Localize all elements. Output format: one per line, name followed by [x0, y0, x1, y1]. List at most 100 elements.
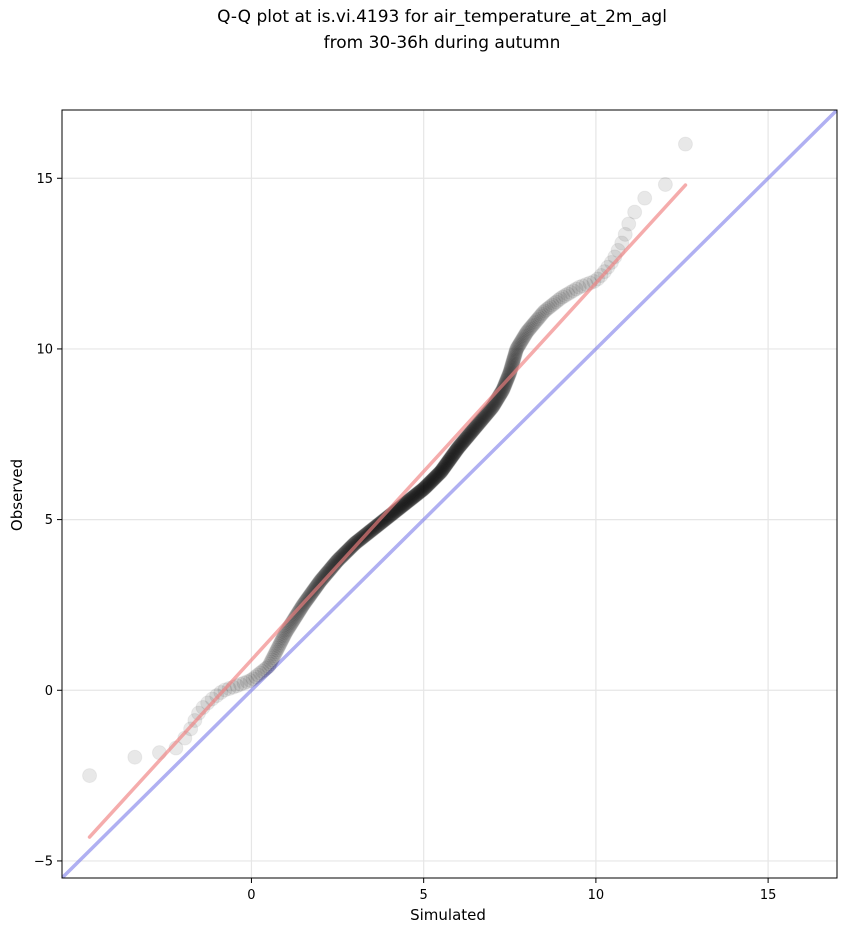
- data-point: [252, 665, 268, 681]
- data-point: [677, 136, 693, 152]
- data-point: [290, 605, 306, 621]
- data-point: [462, 426, 478, 442]
- data-point: [423, 474, 439, 490]
- data-point: [445, 447, 461, 463]
- data-point: [507, 348, 523, 364]
- data-point: [409, 486, 425, 502]
- data-point: [233, 676, 249, 692]
- data-point: [471, 415, 487, 431]
- data-point: [411, 485, 427, 501]
- data-point: [419, 477, 435, 493]
- data-point: [345, 537, 361, 553]
- data-point: [439, 456, 455, 472]
- data-point: [524, 318, 540, 334]
- data-point: [236, 675, 252, 691]
- data-point: [519, 324, 535, 340]
- data-point: [421, 476, 437, 492]
- data-point: [416, 480, 432, 496]
- data-point: [451, 439, 467, 455]
- data-point: [614, 235, 630, 251]
- data-point: [462, 425, 478, 441]
- data-point: [267, 646, 283, 662]
- data-point: [245, 671, 261, 687]
- data-point: [470, 416, 486, 432]
- data-point: [342, 540, 358, 556]
- data-point: [463, 424, 479, 440]
- data-point: [455, 434, 471, 450]
- data-point: [511, 337, 527, 353]
- data-point: [461, 427, 477, 443]
- data-point: [263, 654, 279, 670]
- data-point: [422, 474, 438, 490]
- y-tick-label: 0: [45, 684, 53, 699]
- data-point: [525, 317, 541, 333]
- data-point: [527, 314, 543, 330]
- data-point: [418, 478, 434, 494]
- data-point: [442, 451, 458, 467]
- data-point: [312, 573, 328, 589]
- data-point: [485, 398, 501, 414]
- identity-line: [62, 110, 837, 878]
- data-point: [506, 349, 522, 365]
- data-point: [406, 489, 422, 505]
- data-point: [342, 541, 358, 557]
- data-point: [473, 413, 489, 429]
- data-point: [434, 463, 450, 479]
- data-point: [436, 459, 452, 475]
- data-point: [344, 538, 360, 554]
- data-point: [447, 444, 463, 460]
- data-point: [317, 568, 332, 584]
- data-point: [440, 454, 456, 470]
- data-point: [444, 448, 460, 464]
- data-point: [476, 409, 492, 425]
- data-point: [496, 379, 512, 395]
- data-point: [371, 517, 387, 533]
- data-point: [446, 445, 462, 461]
- data-point: [509, 340, 525, 356]
- data-point: [470, 417, 486, 433]
- data-point: [404, 491, 419, 507]
- data-point: [484, 400, 500, 416]
- data-point: [400, 494, 416, 510]
- data-point: [273, 635, 289, 651]
- data-point: [504, 355, 520, 371]
- data-point: [466, 421, 482, 437]
- data-point: [318, 567, 334, 583]
- data-point: [428, 468, 444, 484]
- data-point: [425, 472, 441, 488]
- data-point: [475, 411, 491, 427]
- data-point: [531, 309, 547, 325]
- data-point: [398, 495, 414, 511]
- y-tick-label: −5: [34, 854, 53, 869]
- data-point: [523, 320, 539, 336]
- data-point: [479, 406, 495, 422]
- data-point: [266, 648, 282, 664]
- data-point: [456, 433, 472, 449]
- data-point: [463, 425, 479, 441]
- data-point: [472, 414, 488, 430]
- data-point: [475, 410, 491, 426]
- x-tick-label: 0: [247, 888, 255, 903]
- data-point: [432, 464, 448, 480]
- data-point: [439, 455, 455, 471]
- data-point: [444, 448, 460, 464]
- data-point: [339, 544, 355, 560]
- data-point: [445, 447, 461, 463]
- data-point: [657, 177, 673, 192]
- y-tick-label: 5: [45, 513, 53, 528]
- data-point: [422, 475, 438, 491]
- data-point: [348, 535, 364, 551]
- data-point: [476, 409, 492, 425]
- data-point: [505, 353, 521, 369]
- data-point: [427, 469, 443, 485]
- data-point: [550, 292, 566, 308]
- data-point: [420, 476, 436, 492]
- data-point: [458, 431, 474, 447]
- data-point: [575, 278, 591, 294]
- data-point: [562, 284, 578, 300]
- data-point: [539, 302, 555, 318]
- data-point: [438, 457, 454, 473]
- data-point: [337, 545, 353, 561]
- data-point: [370, 517, 386, 533]
- data-point: [450, 440, 466, 456]
